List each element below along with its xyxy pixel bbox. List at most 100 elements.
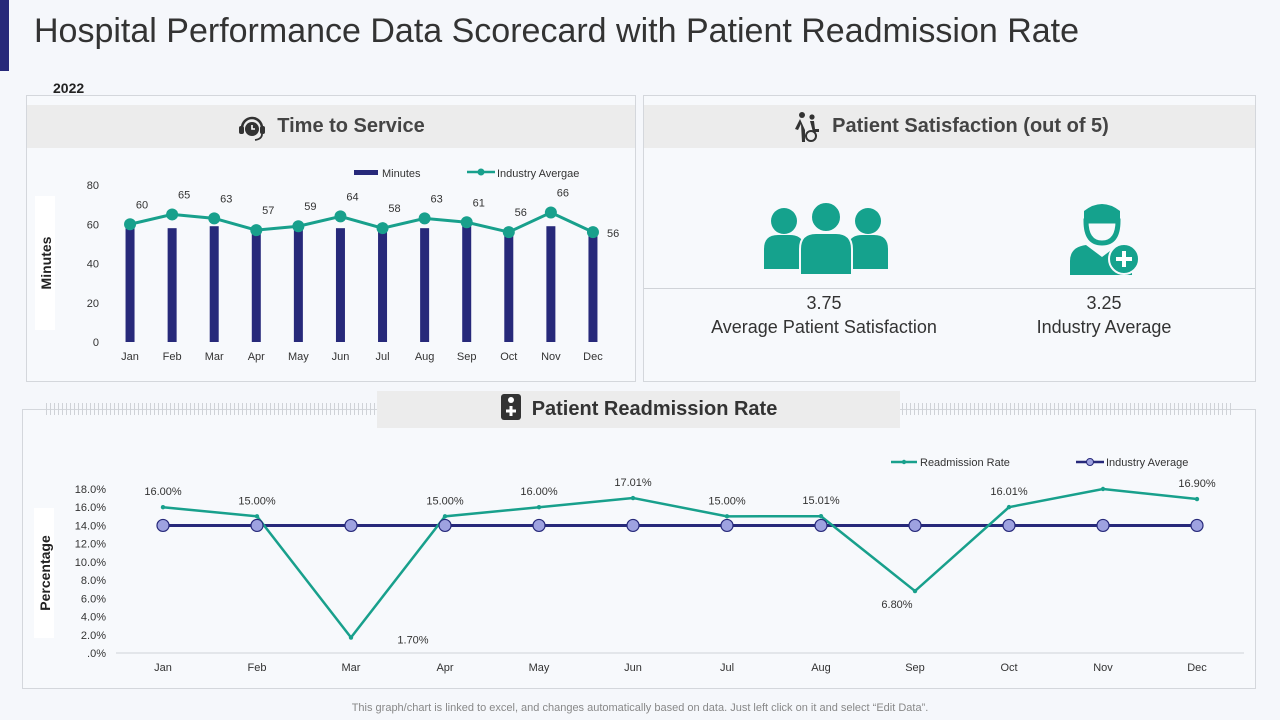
readmission-rate-point: [630, 495, 636, 501]
legend-industry-marker: [1086, 458, 1094, 466]
industry-average-data-label: 57: [262, 205, 274, 217]
industry-average-point: [544, 206, 557, 219]
satisfaction-divider: [644, 288, 1255, 289]
y-tick-label: 14.0%: [75, 520, 106, 532]
industry-average-point: [292, 220, 305, 233]
y-tick-label: 80: [87, 180, 99, 192]
industry-average-point: [502, 226, 515, 239]
y-tick-label: 10.0%: [75, 557, 106, 569]
industry-average-point: [418, 212, 431, 225]
bar-feb: [167, 228, 177, 342]
y-axis-title: Minutes: [38, 236, 54, 289]
readmission-data-label: 15.00%: [238, 495, 276, 507]
industry-average-point: [720, 518, 734, 533]
industry-average-data-label: 61: [473, 197, 485, 209]
industry-average-point: [814, 518, 828, 533]
industry-average-point: [586, 226, 599, 239]
x-tick-label: Nov: [1093, 662, 1113, 674]
readmission-rate-point: [1100, 486, 1106, 492]
legend-readmission-label: Readmission Rate: [920, 457, 1010, 469]
industry-average-data-label: 66: [557, 187, 569, 199]
industry-average-point: [438, 518, 452, 533]
x-tick-label: Feb: [163, 351, 182, 363]
medical-kit-icon: [500, 393, 522, 427]
y-tick-label: 4.0%: [81, 612, 106, 624]
y-tick-label: 0: [93, 337, 99, 349]
industry-average-data-label: 59: [304, 201, 316, 213]
page-title: Hospital Performance Data Scorecard with…: [34, 12, 1080, 50]
readmission-rate-point: [160, 505, 166, 510]
bar-oct: [504, 230, 514, 342]
header-hatch-left: [46, 403, 376, 415]
readmission-data-label: 16.00%: [520, 486, 558, 498]
y-tick-label: 16.0%: [75, 502, 106, 514]
readmission-rate-point: [348, 635, 354, 640]
readmission-data-label: 17.01%: [614, 477, 652, 489]
industry-average-data-label: 65: [178, 189, 190, 201]
industry-average-point: [334, 210, 347, 223]
time-to-service-header: Time to Service: [27, 105, 635, 148]
legend-industry-marker: [477, 168, 485, 176]
x-tick-label: Jan: [121, 351, 139, 363]
x-tick-label: Nov: [541, 351, 561, 363]
y-tick-label: 18.0%: [75, 484, 106, 496]
y-axis-title: Percentage: [37, 535, 53, 611]
bar-aug: [420, 228, 430, 342]
industry-average-point: [250, 224, 263, 237]
bar-jun: [335, 228, 345, 342]
time-to-service-panel: Time to Service Minutes 0 20 40 60 80 Jan Feb Ma…: [26, 95, 636, 382]
y-tick-label: .0%: [87, 648, 106, 660]
headset-clock-icon: [237, 112, 267, 142]
x-tick-label: Oct: [1000, 662, 1017, 674]
industry-average-point: [532, 518, 546, 533]
x-tick-label: Oct: [500, 351, 517, 363]
industry-average-value: 3.25: [1086, 293, 1122, 313]
time-to-service-chart: Minutes 0 20 40 60 80 Jan Feb Mar Apr May Jun Jul Aug…: [35, 168, 619, 363]
bar-dec: [588, 230, 598, 342]
industry-average-point: [1096, 518, 1110, 533]
readmission-data-label: 16.90%: [1178, 478, 1216, 490]
readmission-rate-point: [536, 505, 542, 510]
x-tick-label: Sep: [457, 351, 477, 363]
y-tick-label: 20: [87, 298, 99, 310]
y-tick-label: 12.0%: [75, 539, 106, 551]
legend-minutes-swatch: [354, 170, 378, 175]
x-tick-label: Jun: [332, 351, 350, 363]
industry-average-point: [626, 518, 640, 533]
x-tick-label: Jul: [376, 351, 390, 363]
readmission-rate-point: [912, 588, 918, 594]
industry-average-point: [376, 222, 389, 235]
readmission-data-label: 15.01%: [802, 495, 840, 507]
nurse-icon: [1066, 199, 1142, 282]
y-tick-label: 2.0%: [81, 630, 106, 642]
patient-readmission-chart: Percentage .0% 2.0% 4.0% 6.0% 8.0% 10.0% 12.0% 1…: [34, 457, 1244, 674]
legend-readmission-marker: [901, 459, 907, 465]
industry-average-point: [124, 218, 137, 231]
footer-note: This graph/chart is linked to excel, and…: [351, 702, 929, 714]
legend-minutes-label: Minutes: [382, 168, 421, 180]
industry-average-data-label: 63: [220, 193, 232, 205]
x-tick-label: Apr: [248, 351, 265, 363]
x-tick-label: May: [529, 662, 550, 674]
x-tick-label: Mar: [205, 351, 224, 363]
industry-average-point: [156, 518, 170, 533]
patient-readmission-title: Patient Readmission Rate: [531, 398, 778, 420]
x-tick-label: Aug: [415, 351, 435, 363]
industry-average-data-label: 56: [515, 207, 527, 219]
x-tick-label: Jun: [624, 662, 642, 674]
average-satisfaction-value: 3.75: [806, 293, 842, 313]
bar-sep: [462, 226, 472, 342]
readmission-rate-point: [724, 514, 730, 519]
readmission-rate-point: [818, 514, 824, 519]
readmission-rate-point: [1194, 496, 1200, 502]
industry-average-point: [1002, 518, 1016, 533]
legend-industry-label: Industry Average: [1106, 457, 1188, 469]
industry-average-label: Industry Average: [1036, 317, 1172, 337]
legend-industry-label: Industry Avergae: [497, 168, 579, 180]
industry-average-point: [250, 518, 264, 533]
x-tick-label: Jan: [154, 662, 172, 674]
x-tick-label: Dec: [1187, 662, 1207, 674]
readmission-data-label: 15.00%: [426, 495, 464, 507]
y-tick-label: 40: [87, 259, 99, 271]
y-tick-label: 6.0%: [81, 593, 106, 605]
